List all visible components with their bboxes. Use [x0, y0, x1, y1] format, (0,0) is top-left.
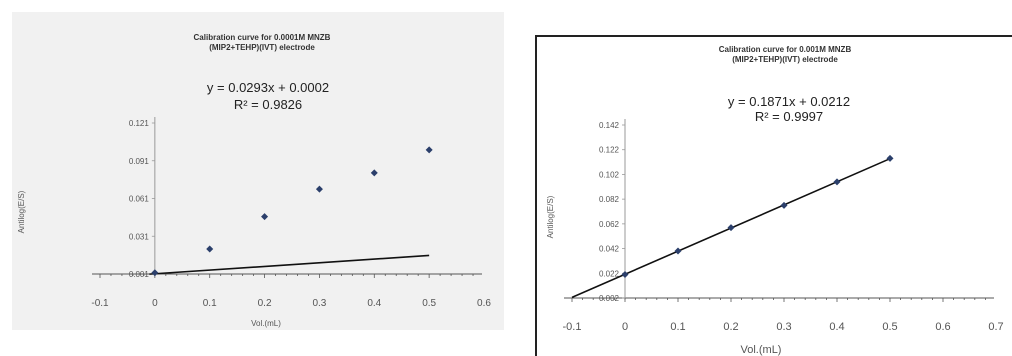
y-tick-label: 0.002	[599, 294, 620, 303]
x-tick-label: -0.1	[563, 321, 582, 333]
trendline-equation: y = 0.1871x + 0.0212	[728, 94, 850, 109]
chart-title: Calibration curve for 0.0001M MNZB	[194, 33, 331, 42]
x-tick-label: 0.7	[988, 321, 1003, 333]
y-tick-label: 0.031	[129, 232, 150, 241]
data-point	[833, 178, 841, 186]
data-point	[674, 247, 682, 255]
x-tick-label: 0.6	[477, 298, 491, 309]
y-axis-label: Antilog(E/S)	[546, 195, 555, 238]
data-point	[886, 154, 894, 162]
y-tick-label: 0.022	[599, 269, 620, 278]
y-tick-label: 0.091	[129, 157, 150, 166]
data-point	[425, 146, 433, 154]
y-tick-label: 0.142	[599, 121, 620, 130]
x-tick-label: 0.3	[312, 298, 326, 309]
x-tick-label: 0.2	[258, 298, 272, 309]
data-point	[370, 169, 378, 177]
x-tick-label: 0.2	[723, 321, 738, 333]
chart-subtitle: (MIP2+TEHP)(IVT) electrode	[209, 43, 315, 52]
x-tick-label: 0.6	[935, 321, 950, 333]
data-point	[621, 271, 629, 279]
trendline-equation: y = 0.0293x + 0.0002	[207, 80, 329, 95]
data-point	[727, 224, 735, 232]
x-axis-label: Vol.(mL)	[741, 344, 782, 356]
y-tick-label: 0.122	[599, 146, 620, 155]
y-tick-label: 0.001	[129, 270, 150, 279]
chart-title: Calibration curve for 0.001M MNZB	[719, 45, 852, 54]
data-point	[206, 245, 214, 253]
x-tick-label: 0.4	[367, 298, 381, 309]
x-tick-label: 0.3	[776, 321, 791, 333]
x-axis-label: Vol.(mL)	[251, 319, 281, 328]
y-tick-label: 0.102	[599, 170, 620, 179]
calibration-chart-right: Calibration curve for 0.001M MNZB (MIP2+…	[546, 45, 1004, 356]
y-tick-label: 0.082	[599, 195, 620, 204]
plot-area: -0.1 0 0.1 0.2 0.3 0.4 0.5 0.6 0.7 0.002 0.022 0.04…	[563, 119, 1004, 333]
x-tick-label: 0	[622, 321, 628, 333]
plot-area: -0.1 0 0.1 0.2 0.3 0.4 0.5 0.6 0.001 0.031 0.061 0.…	[91, 117, 491, 309]
r-squared-label: R² = 0.9826	[234, 97, 302, 112]
y-tick-label: 0.042	[599, 245, 620, 254]
data-point	[315, 185, 323, 193]
x-tick-label: -0.1	[91, 298, 109, 309]
calibration-chart-left: Calibration curve for 0.0001M MNZB (MIP2…	[17, 33, 491, 328]
data-point	[261, 213, 269, 221]
chart-panel-left: Calibration curve for 0.0001M MNZB (MIP2…	[12, 12, 504, 330]
x-tick-label: 0.4	[829, 321, 844, 333]
chart-panel-right: Calibration curve for 0.001M MNZB (MIP2+…	[535, 35, 1012, 356]
y-tick-label: 0.062	[599, 220, 620, 229]
x-tick-label: 0.5	[422, 298, 436, 309]
y-tick-label: 0.121	[129, 119, 150, 128]
x-tick-label: 0.5	[882, 321, 897, 333]
y-axis-label: Antilog(E/S)	[17, 190, 26, 233]
x-tick-label: 0	[152, 298, 158, 309]
x-tick-label: 0.1	[203, 298, 217, 309]
trendline	[149, 254, 430, 275]
y-tick-label: 0.061	[129, 195, 150, 204]
x-tick-label: 0.1	[670, 321, 685, 333]
data-point	[151, 269, 159, 277]
r-squared-label: R² = 0.9997	[755, 109, 823, 124]
chart-subtitle: (MIP2+TEHP)(IVT) electrode	[732, 55, 838, 64]
data-point	[780, 201, 788, 209]
